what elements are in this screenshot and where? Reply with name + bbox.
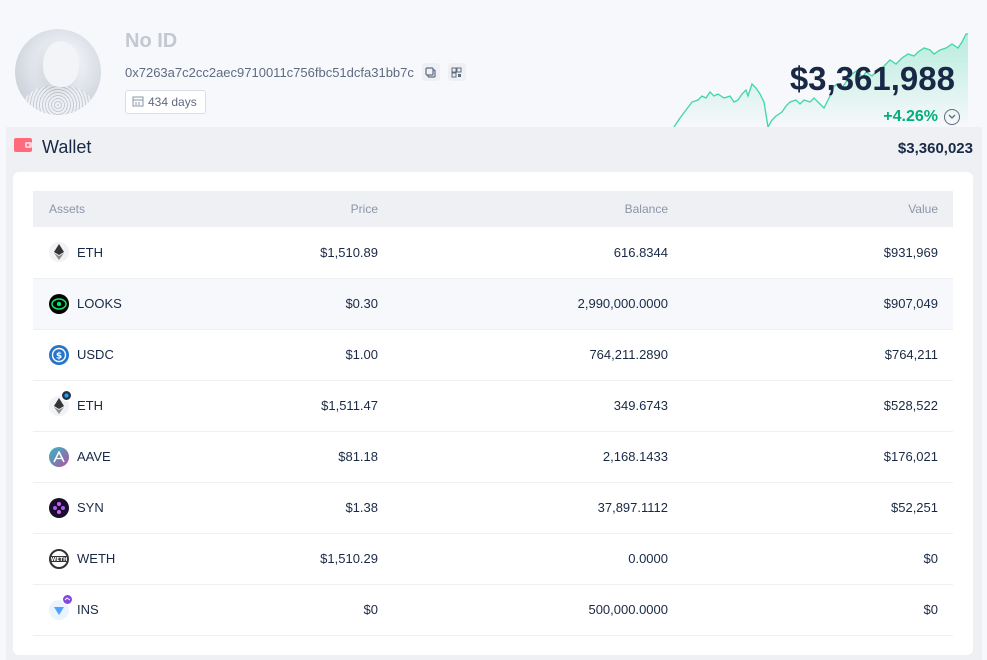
asset-price: $1,511.47 <box>243 380 393 432</box>
asset-price: $1,510.29 <box>243 533 393 585</box>
calendar-icon <box>132 95 144 110</box>
header-value: Value <box>908 202 938 216</box>
asset-price: $81.18 <box>243 431 393 483</box>
usdc-icon: $ <box>49 344 69 365</box>
asset-symbol[interactable]: SYN <box>77 500 104 515</box>
profile-name: No ID <box>125 30 178 52</box>
eth-icon <box>49 389 72 416</box>
weth-icon: WETH <box>49 548 69 569</box>
svg-text:$: $ <box>56 351 62 361</box>
asset-balance: 349.6743 <box>393 380 683 432</box>
asset-price: $1.00 <box>243 329 393 381</box>
table-row[interactable]: INS $0 500,000.0000 $0 <box>33 584 953 636</box>
asset-symbol[interactable]: LOOKS <box>77 296 122 311</box>
asset-value: $907,049 <box>683 278 953 330</box>
asset-balance: 2,990,000.0000 <box>393 278 683 330</box>
asset-price: $1,510.89 <box>243 227 393 279</box>
table-row[interactable]: ETH $1,510.89 616.8344 $931,969 <box>33 227 953 279</box>
asset-balance: 37,897.1112 <box>393 482 683 534</box>
svg-text:WETH: WETH <box>51 557 67 563</box>
table-row[interactable]: AAVE $81.18 2,168.1433 $176,021 <box>33 431 953 483</box>
asset-value: $176,021 <box>683 431 953 483</box>
wallet-label: Wallet <box>42 137 92 157</box>
asset-balance: 616.8344 <box>393 227 683 279</box>
asset-symbol[interactable]: AAVE <box>77 449 111 464</box>
asset-symbol[interactable]: INS <box>77 602 99 617</box>
eth-icon <box>49 242 69 263</box>
asset-value: $0 <box>683 584 953 636</box>
ins-icon <box>49 593 73 620</box>
qr-code-icon[interactable] <box>447 63 466 81</box>
asset-price: $0 <box>243 584 393 636</box>
asset-value: $931,969 <box>683 227 953 279</box>
asset-symbol[interactable]: USDC <box>77 347 114 362</box>
header-assets: Assets <box>49 202 86 216</box>
days-badge: 434 days <box>125 90 206 114</box>
asset-symbol[interactable]: ETH <box>77 398 103 413</box>
asset-balance: 2,168.1433 <box>393 431 683 483</box>
wallet-address: 0x7263a7c2cc2aec9710011c756fbc51dcfa31bb… <box>125 64 414 80</box>
avatar <box>15 29 101 115</box>
wallet-card: Assets Price Balance Value ETH $1,510.89 <box>13 172 973 655</box>
asset-symbol[interactable]: WETH <box>77 551 116 566</box>
header-price: Price <box>350 202 378 216</box>
asset-value: $764,211 <box>683 329 953 381</box>
asset-balance: 500,000.0000 <box>393 584 683 636</box>
table-row[interactable]: LOOKS $0.30 2,990,000.0000 $907,049 <box>33 278 953 330</box>
asset-value: $52,251 <box>683 482 953 534</box>
total-balance: $3,361,988 <box>789 60 955 97</box>
table-row[interactable]: WETH WETH $1,510.29 0.0000 $0 <box>33 533 953 585</box>
copy-icon[interactable] <box>421 63 440 81</box>
asset-value: $0 <box>683 533 953 585</box>
asset-value: $528,522 <box>683 380 953 432</box>
table-row[interactable]: SYN $1.38 37,897.1112 $52,251 <box>33 482 953 534</box>
wallet-icon <box>14 138 32 157</box>
table-row[interactable]: $ USDC $1.00 764,211.2890 $764,211 <box>33 329 953 381</box>
address-row: 0x7263a7c2cc2aec9710011c756fbc51dcfa31bb… <box>125 63 466 81</box>
table-header: Assets Price Balance Value <box>33 191 953 227</box>
aave-icon <box>49 446 69 467</box>
chevron-down-icon[interactable] <box>944 109 960 125</box>
asset-balance: 0.0000 <box>393 533 683 585</box>
wallet-total: $3,360,023 <box>897 140 973 157</box>
table-row[interactable]: ETH $1,511.47 349.6743 $528,522 <box>33 380 953 432</box>
header-balance: Balance <box>624 202 668 216</box>
asset-price: $1.38 <box>243 482 393 534</box>
balance-change: +4.26% <box>883 108 960 126</box>
wallet-panel: Wallet $3,360,023 Assets Price Balance V… <box>6 127 982 660</box>
asset-balance: 764,211.2890 <box>393 329 683 381</box>
profile-header: No ID 0x7263a7c2cc2aec9710011c756fbc51dc… <box>0 0 987 127</box>
syn-icon <box>49 497 69 518</box>
asset-price: $0.30 <box>243 278 393 330</box>
days-label: 434 days <box>148 95 197 109</box>
balance-sparkline <box>673 33 968 127</box>
looks-icon <box>49 293 69 314</box>
assets-table: Assets Price Balance Value ETH $1,510.89 <box>33 191 953 636</box>
asset-symbol[interactable]: ETH <box>77 244 103 260</box>
change-percent: +4.26% <box>883 108 938 125</box>
wallet-title: Wallet <box>14 137 91 158</box>
